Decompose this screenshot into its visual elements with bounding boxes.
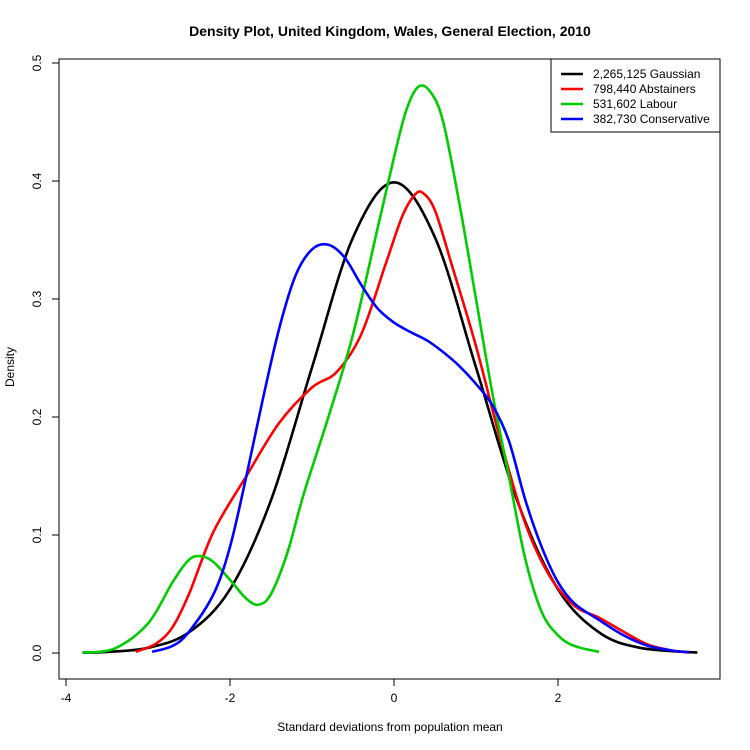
y-axis-label: Density (3, 347, 17, 387)
plot-frame (58, 58, 721, 680)
y-tick-label: 0.4 (30, 172, 44, 189)
x-tick-label: 0 (391, 691, 398, 705)
series-line-4 (151, 242, 690, 654)
y-tick-label: 0.0 (30, 644, 44, 661)
chart-title: Density Plot, United Kingdom, Wales, Gen… (189, 23, 591, 39)
x-tick-label: 2 (555, 691, 562, 705)
series-layer (82, 84, 698, 654)
x-axis: -4 -2 0 2 (61, 678, 562, 705)
y-axis: 0.0 0.1 0.2 0.3 0.4 0.5 (30, 54, 60, 661)
y-tick-label: 0.3 (30, 290, 44, 307)
y-tick-label: 0.2 (30, 408, 44, 425)
x-axis-label: Standard deviations from population mean (277, 720, 502, 734)
legend-entry: 798,440 Abstainers (593, 82, 696, 96)
y-tick-label: 0.1 (30, 526, 44, 543)
legend-entry: 382,730 Conservative (593, 112, 710, 126)
series-line-3 (82, 84, 600, 654)
legend-entry: 531,602 Labour (593, 97, 677, 111)
y-tick-label: 0.5 (30, 54, 44, 71)
x-tick-label: -2 (225, 691, 236, 705)
x-tick-label: -4 (61, 691, 72, 705)
legend-entry: 2,265,125 Gaussian (593, 67, 700, 81)
